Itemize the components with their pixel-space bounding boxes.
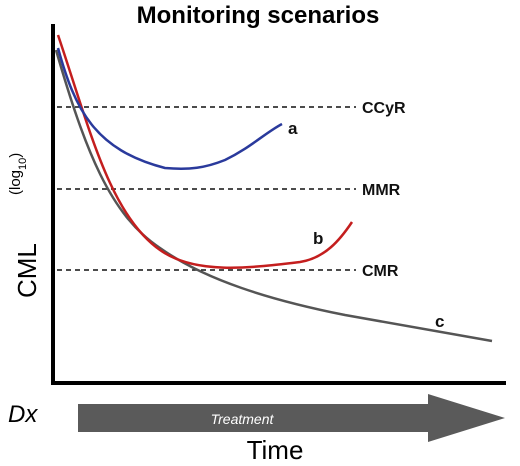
dx-label: Dx bbox=[8, 401, 38, 428]
diagram-title: Monitoring scenarios bbox=[137, 2, 380, 29]
y-axis-label: CML bbox=[12, 243, 42, 298]
treatment-label: Treatment bbox=[211, 411, 275, 427]
curve-label-a: a bbox=[288, 119, 298, 138]
y-axis-sublabel: (log10) bbox=[7, 153, 29, 195]
x-axis-label: Time bbox=[247, 435, 304, 465]
threshold-label-cmr: CMR bbox=[362, 263, 399, 280]
curve-a bbox=[56, 47, 283, 170]
threshold-label-mmr: MMR bbox=[362, 182, 401, 199]
treatment-arrow bbox=[78, 394, 505, 442]
curve-label-b: b bbox=[313, 229, 323, 248]
curve-b bbox=[56, 34, 354, 269]
y-axis-sublabel-group: (log10) bbox=[7, 153, 29, 195]
curve-label-c: c bbox=[435, 312, 444, 331]
curve-c bbox=[54, 49, 493, 343]
y-axis-label-group: CML bbox=[12, 243, 42, 298]
threshold-label-ccyr: CCyR bbox=[362, 100, 406, 117]
